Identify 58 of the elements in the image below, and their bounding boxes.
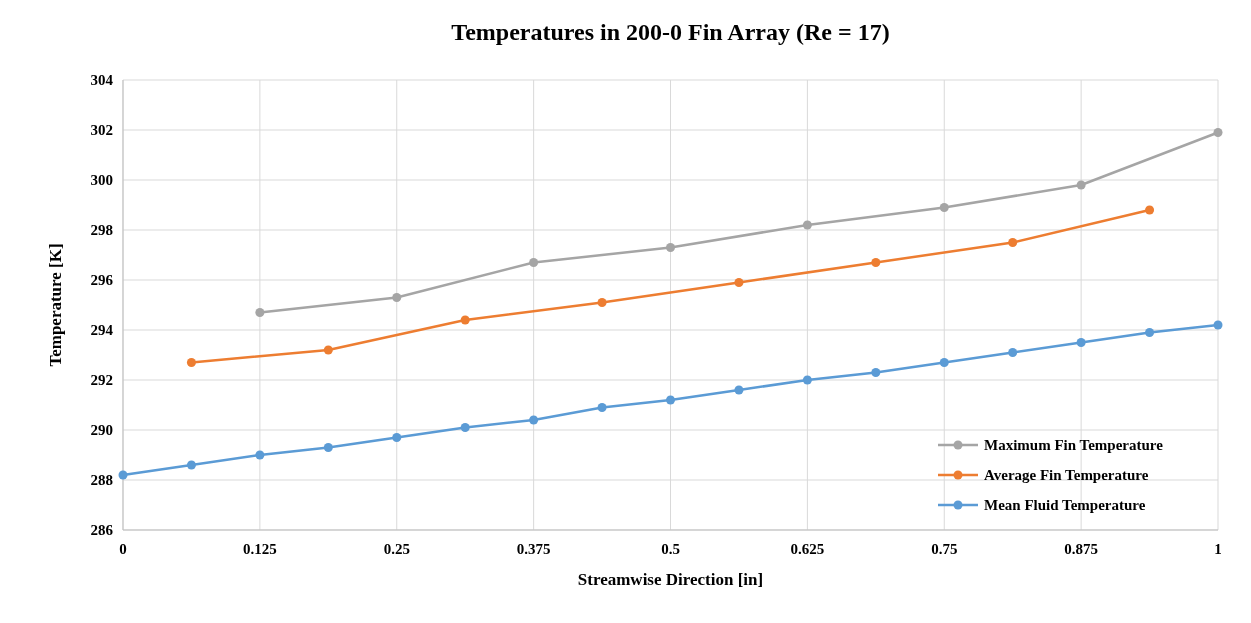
point [529, 257, 539, 268]
x-tick-label: 0.125 [243, 541, 277, 557]
point [1076, 180, 1086, 190]
point [1008, 237, 1018, 248]
y-tick-label: 298 [90, 222, 113, 239]
point [323, 345, 333, 355]
y-tick-label: 286 [90, 522, 114, 539]
point [186, 460, 196, 470]
x-tick-label: 0.25 [383, 541, 410, 557]
point [529, 415, 539, 425]
point [734, 277, 744, 288]
point [734, 385, 744, 395]
y-tick-label: 292 [90, 372, 113, 389]
point [460, 315, 470, 325]
point [186, 357, 196, 368]
y-tick-label: 296 [90, 272, 114, 289]
point [460, 422, 470, 433]
y-tick-label: 300 [90, 172, 113, 189]
point [802, 375, 812, 385]
x-tick-label: 0.625 [790, 541, 825, 557]
point [665, 395, 676, 405]
point [255, 450, 265, 460]
point [871, 367, 881, 378]
legend-label: Average Fin Temperature [984, 467, 1149, 484]
y-tick-label: 304 [90, 72, 114, 89]
y-tick-label: 294 [90, 322, 114, 339]
point [323, 442, 333, 453]
x-tick-label: 0.875 [1064, 541, 1098, 557]
point [392, 292, 402, 303]
point [665, 242, 676, 253]
x-axis-title: Streamwise Direction [in] [577, 570, 764, 589]
y-axis-title: Temperature [K] [46, 243, 65, 367]
x-tick-label: 0.75 [931, 541, 958, 557]
point [1145, 327, 1155, 338]
point [871, 257, 881, 268]
point [392, 432, 402, 443]
point [1145, 205, 1155, 215]
y-tick-label: 290 [90, 422, 113, 439]
point [939, 357, 949, 368]
point [1213, 127, 1223, 138]
x-tick-label: 0 [119, 541, 127, 557]
y-tick-label: 288 [90, 472, 113, 489]
legend-label: Mean Fluid Temperature [984, 497, 1146, 514]
legend-label: Maximum Fin Temperature [984, 437, 1164, 454]
x-tick-label: 1 [1214, 541, 1222, 557]
y-tick-label: 302 [90, 122, 113, 139]
point [255, 307, 265, 318]
point [1213, 320, 1223, 330]
point [597, 297, 607, 308]
point [1076, 337, 1086, 348]
x-tick-label: 0.375 [516, 541, 551, 557]
point [597, 402, 607, 413]
point [118, 470, 128, 480]
point [802, 220, 812, 230]
point [1008, 347, 1018, 358]
x-tick-label: 0.5 [661, 541, 680, 557]
point [939, 202, 949, 213]
chart-title: Temperatures in 200-0 Fin Array (Re = 17) [451, 19, 890, 45]
